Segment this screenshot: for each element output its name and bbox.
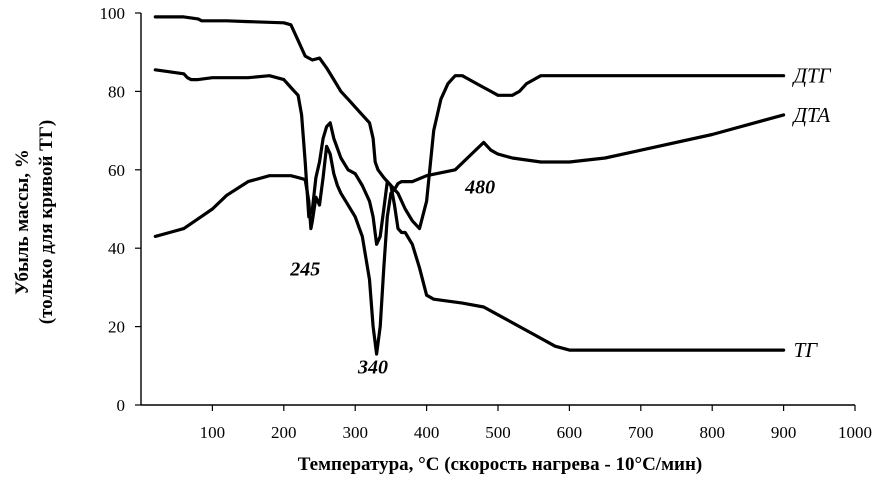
x-tick-label: 600 xyxy=(557,423,583,442)
x-axis-ticks: 100 200 300 400 500 600 700 800 900 1000 xyxy=(200,405,872,442)
x-tick-label: 700 xyxy=(628,423,654,442)
peak-label: 245 xyxy=(289,259,320,281)
y-tick-label: 60 xyxy=(108,161,125,180)
y-tick-label: 100 xyxy=(100,4,126,23)
series-label-2: ДТА xyxy=(792,103,831,127)
peak-annotations: 245 340 480 xyxy=(289,176,495,378)
peak-label: 480 xyxy=(464,176,495,198)
x-tick-label: 500 xyxy=(485,423,511,442)
x-tick-label: 800 xyxy=(699,423,725,442)
x-tick-label: 900 xyxy=(771,423,797,442)
y-tick-label: 40 xyxy=(108,239,125,258)
series-labels: ДТГ ДТА ТГ xyxy=(792,64,832,362)
y-tick-label: 80 xyxy=(108,82,125,101)
x-tick-label: 300 xyxy=(342,423,368,442)
x-tick-label: 400 xyxy=(414,423,440,442)
x-axis-title: Температура, °C (скорость нагрева - 10°C… xyxy=(298,454,703,475)
y-axis-title-line1: Убыль массы, % xyxy=(12,149,33,295)
series-label-1: ДТГ xyxy=(792,64,832,88)
series-line-3 xyxy=(153,68,786,352)
y-tick-label: 20 xyxy=(108,318,125,337)
y-axis-ticks: 0 20 40 60 80 100 xyxy=(100,4,141,415)
series-label-3: ТГ xyxy=(794,338,819,362)
y-tick-label: 0 xyxy=(117,396,126,415)
series-line-2 xyxy=(153,113,786,356)
x-tick-label: 200 xyxy=(271,423,297,442)
series-layer xyxy=(153,15,786,356)
x-tick-label: 100 xyxy=(200,423,226,442)
peak-label: 340 xyxy=(357,357,388,379)
y-axis-title-line2: (только для кривой ТГ) xyxy=(36,120,57,325)
x-tick-label: 1000 xyxy=(838,423,872,442)
